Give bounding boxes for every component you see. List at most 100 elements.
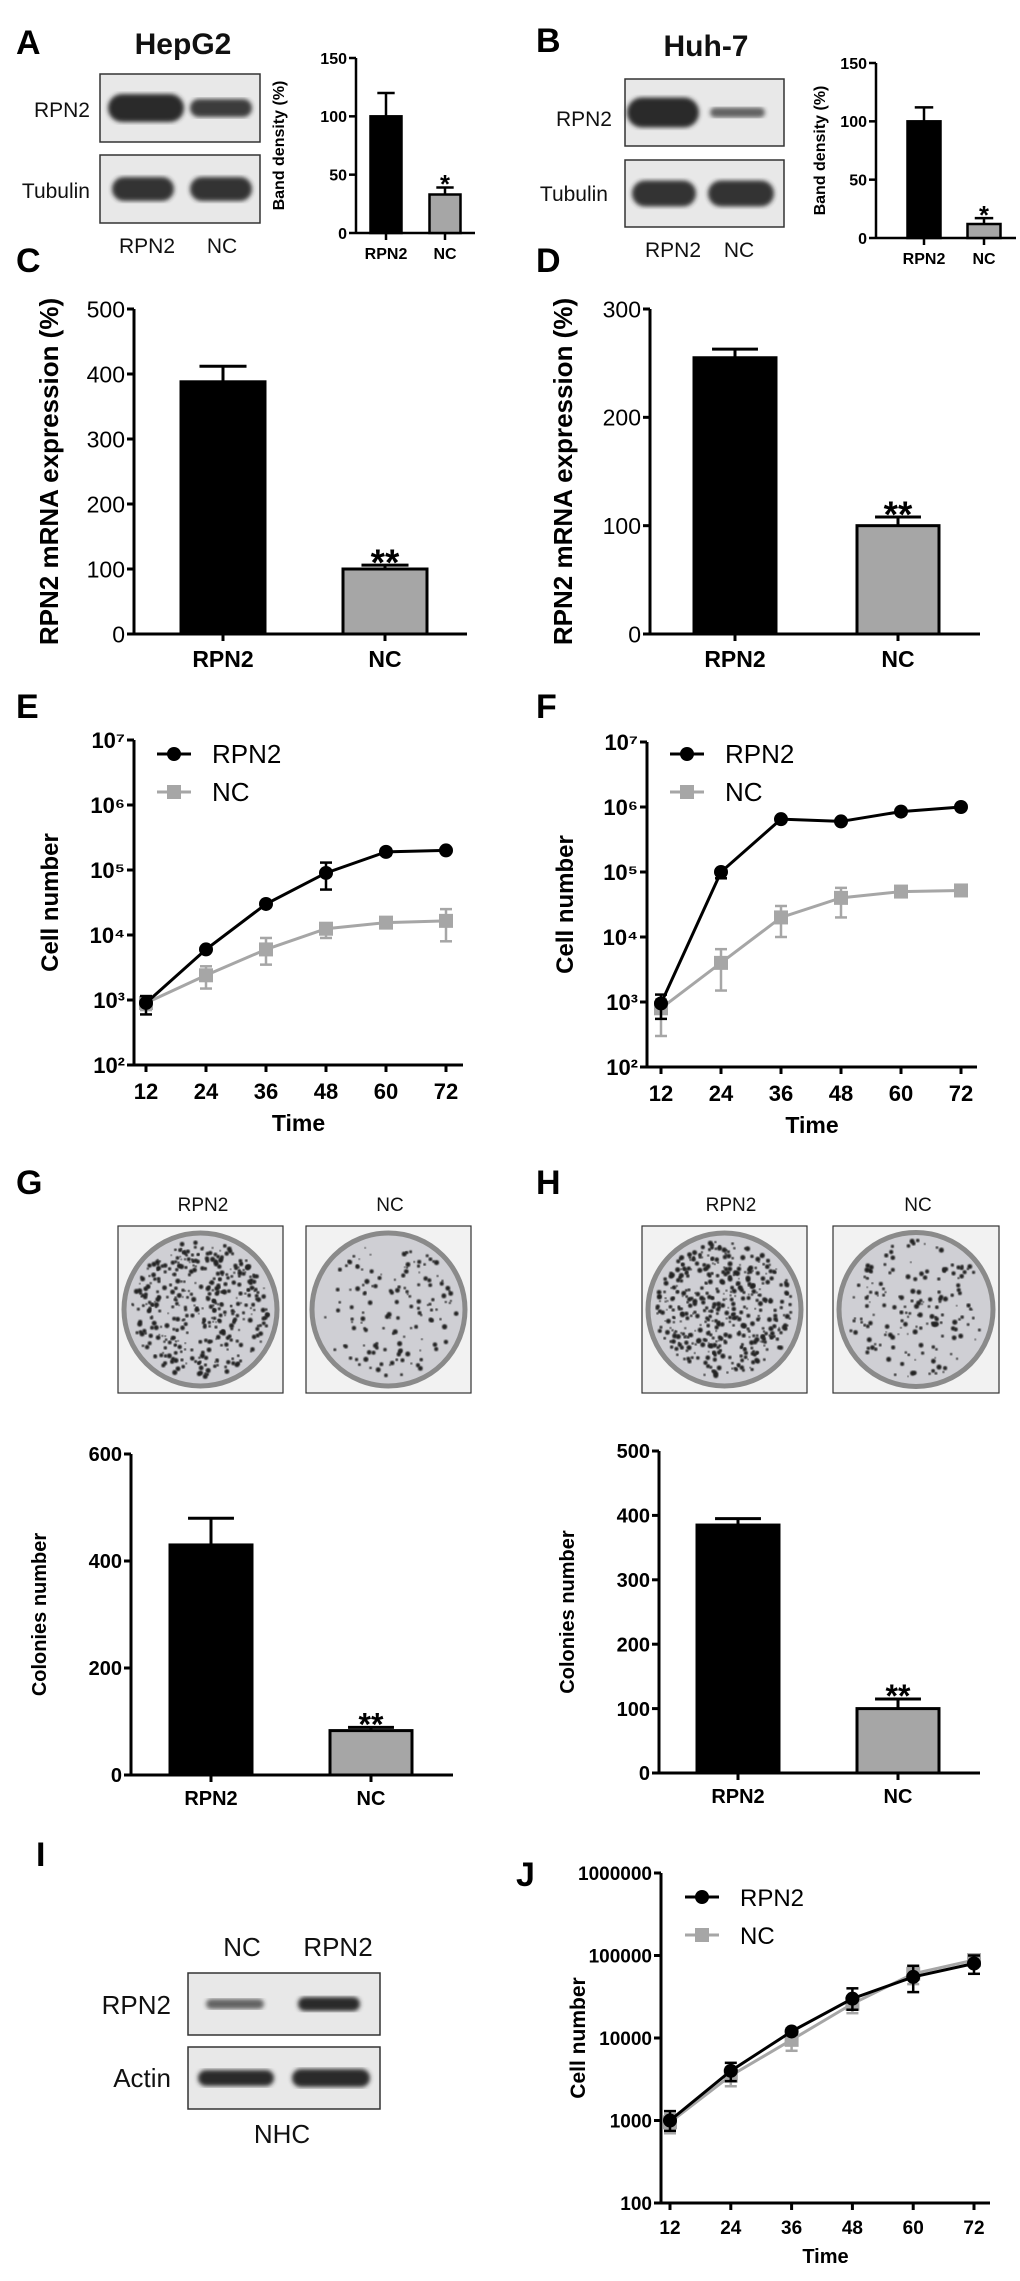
colony-dot xyxy=(782,1314,786,1317)
colony-dot xyxy=(775,1268,778,1270)
colony-dot xyxy=(181,1364,186,1369)
colony-dot xyxy=(754,1337,760,1343)
colony-dot xyxy=(148,1274,151,1278)
colony-dot xyxy=(192,1264,195,1267)
protein-band xyxy=(298,1997,360,2011)
colony-dot xyxy=(363,1291,367,1294)
colony-dot xyxy=(731,1312,735,1317)
colony-dot xyxy=(665,1329,670,1335)
y-tick-label: 600 xyxy=(89,1444,122,1466)
colony-dot xyxy=(180,1325,185,1331)
colony-dot xyxy=(784,1313,790,1319)
colony-dot xyxy=(355,1286,361,1292)
colony-dot xyxy=(754,1307,757,1310)
data-point xyxy=(774,812,788,827)
colony-dot xyxy=(762,1358,766,1362)
colony-dot xyxy=(728,1315,732,1320)
legend-marker xyxy=(167,747,181,761)
colony-dot xyxy=(230,1327,234,1331)
colony-dot xyxy=(423,1263,426,1266)
colony-dot xyxy=(369,1366,372,1370)
x-tick-label: 48 xyxy=(842,2218,863,2239)
colony-dot xyxy=(698,1252,702,1257)
colony-dot xyxy=(254,1287,258,1292)
colony-dot xyxy=(859,1317,863,1321)
x-tick-label: RPN2 xyxy=(192,646,253,672)
colony-dot xyxy=(727,1266,733,1272)
colony-dot xyxy=(235,1313,240,1318)
colony-dot xyxy=(773,1316,778,1322)
colony-dot xyxy=(712,1369,717,1374)
colony-dot xyxy=(161,1363,166,1368)
colony-dot xyxy=(264,1312,270,1318)
y-tick-label: 1000000 xyxy=(578,1864,652,1885)
colony-dot xyxy=(190,1348,194,1352)
colony-dot xyxy=(913,1277,918,1282)
y-axis-label: Band density (%) xyxy=(271,81,288,211)
y-tick-label: 200 xyxy=(603,405,641,431)
colony-dot xyxy=(941,1334,944,1338)
legend-marker xyxy=(695,1928,709,1942)
colony-dot xyxy=(158,1333,161,1336)
blot-i-row-label: Actin xyxy=(113,2063,171,2093)
colony-dot xyxy=(746,1327,750,1331)
colony-dot xyxy=(752,1334,756,1338)
bar-nc xyxy=(341,567,429,636)
colony-dot xyxy=(173,1298,177,1302)
y-tick-label: 10⁶ xyxy=(603,795,638,820)
colony-dot xyxy=(217,1303,220,1306)
colony-dot xyxy=(699,1323,702,1327)
colony-dot xyxy=(219,1249,222,1252)
colony-dot xyxy=(731,1316,735,1320)
blot-a-title: HepG2 xyxy=(135,28,232,61)
colony-dot xyxy=(915,1325,918,1328)
colony-dot xyxy=(720,1303,726,1308)
colony-dot xyxy=(681,1332,686,1336)
colony-dot xyxy=(751,1289,757,1294)
colony-dot xyxy=(931,1358,936,1364)
colony-dot xyxy=(182,1318,186,1321)
colony-dot xyxy=(164,1335,167,1338)
colony-dot xyxy=(153,1325,159,1331)
colony-dot xyxy=(221,1289,226,1294)
colony-dot xyxy=(146,1309,152,1314)
colony-dot xyxy=(956,1287,961,1293)
colony-dot xyxy=(715,1329,718,1332)
colony-dot xyxy=(889,1249,894,1255)
colony-dot xyxy=(369,1253,372,1256)
colony-dot xyxy=(208,1304,214,1309)
colony-dot xyxy=(666,1300,669,1302)
colony-dot xyxy=(874,1291,879,1296)
colony-dot xyxy=(224,1365,228,1369)
colony-dot xyxy=(702,1263,707,1267)
colony-dot xyxy=(251,1302,256,1307)
data-point xyxy=(259,896,273,911)
data-point xyxy=(199,968,213,983)
x-tick-label: NC xyxy=(884,1786,913,1808)
colony-dot xyxy=(768,1269,773,1274)
colony-dot xyxy=(214,1361,217,1364)
colony-dot xyxy=(691,1342,694,1345)
y-tick-label: 10² xyxy=(606,1055,638,1080)
colony-dot xyxy=(680,1331,683,1335)
data-point xyxy=(954,800,968,814)
colony-dot xyxy=(166,1353,172,1359)
colony-dot xyxy=(145,1284,151,1289)
colony-dot xyxy=(195,1306,199,1310)
y-tick-label: 0 xyxy=(639,1763,650,1785)
y-tick-label: 50 xyxy=(849,172,867,189)
colony-dot xyxy=(685,1349,689,1353)
colony-dot xyxy=(236,1354,240,1358)
colony-dot xyxy=(689,1258,692,1262)
x-tick-label: NC xyxy=(881,646,914,672)
colony-dot xyxy=(709,1309,714,1314)
colony-dot xyxy=(263,1287,265,1290)
colony-dot xyxy=(691,1258,694,1261)
colony-dot xyxy=(167,1267,172,1271)
bar-rpn2 xyxy=(692,356,778,636)
colony-dot xyxy=(769,1297,772,1300)
x-tick-label: 72 xyxy=(949,1081,973,1106)
bar-chart-g: 0 200 400 600 RPN2 NC ** Colonies number xyxy=(29,1444,453,1810)
colony-dot xyxy=(727,1333,733,1339)
colony-dot xyxy=(229,1338,233,1342)
